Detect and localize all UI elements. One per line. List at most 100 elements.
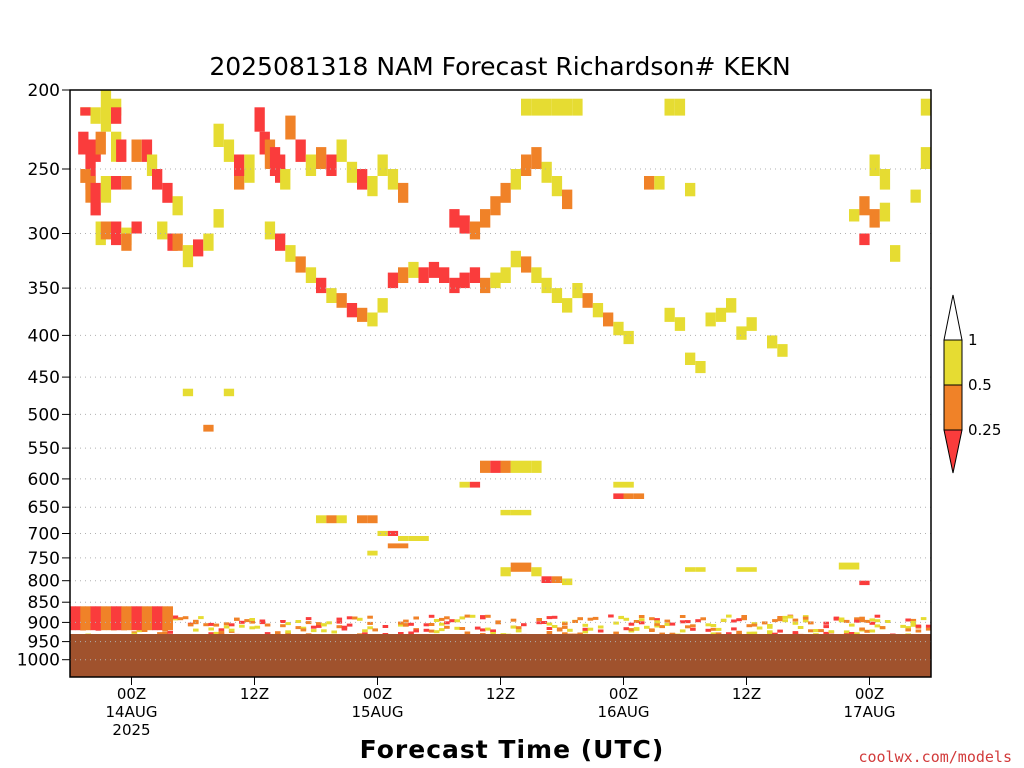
plot-area [70,90,932,677]
ri-cell [664,622,671,626]
ri-cell [116,606,122,631]
ri-cell [428,629,435,633]
ri-cell [515,626,522,630]
ri-cell [218,628,225,632]
ri-cell [362,632,368,636]
legend-label: 0.25 [968,421,1001,439]
y-tick-label: 900 [28,613,60,633]
ri-cell [685,625,691,629]
ri-cell [905,628,911,632]
ri-cell [500,460,511,473]
ri-cell [167,630,173,634]
ri-cell [541,621,548,624]
ri-cell [111,176,122,190]
ri-cell [767,335,778,349]
ri-cell [531,460,542,473]
x-tick-label: 00Z [609,685,638,703]
ri-cell [444,616,450,620]
ri-cell [336,139,347,162]
ri-cell [203,233,214,251]
ri-cell [546,627,553,630]
ri-cell [741,616,747,620]
ri-cell [777,344,788,357]
ri-cell [510,625,517,629]
ri-cell [408,631,414,635]
ri-cell [239,624,245,628]
ri-cell [295,256,306,273]
x-tick-label: 16AUG [598,703,650,721]
ri-cell [387,272,399,289]
ri-cell [551,98,563,116]
ri-cell [85,139,96,190]
ri-cell [495,621,501,625]
ri-cell [70,606,76,631]
ri-cell [439,267,450,283]
ri-cell [597,625,604,629]
ri-cell [357,307,368,322]
ri-cell [644,625,650,629]
x-tick-label: 14AUG [106,703,158,721]
ri-cell [403,623,409,627]
ri-cell [710,632,717,636]
ri-cell [367,621,373,625]
ri-cell [367,550,378,556]
ri-cell [193,239,204,257]
ri-cell [223,622,230,626]
ri-cell [459,215,470,234]
ri-cell [423,623,430,627]
ri-cell [556,628,563,632]
ri-cell [346,303,358,318]
ri-cell [849,632,855,635]
ri-cell [638,615,645,618]
ri-cell [623,627,630,631]
ri-cell [859,580,870,586]
ri-cell [469,267,481,283]
ri-cell [157,221,168,240]
ri-cell [459,627,466,630]
ri-cell [326,288,337,303]
ri-cell [387,543,399,549]
ri-cell [203,424,214,432]
ri-cell [685,352,696,365]
ri-cell [121,176,132,190]
ri-cell [562,632,568,636]
ri-cell [336,293,347,308]
ri-cell [864,619,870,623]
ri-cell [761,621,768,625]
ri-cell [679,615,686,618]
ri-cell [464,631,471,635]
ri-cell [633,620,640,623]
ri-cell [613,481,624,488]
x-tick-label: 17AUG [844,703,896,721]
ri-cell [131,139,142,162]
ri-cell [259,131,270,155]
ri-cell [234,169,245,190]
plot-frame [69,89,932,678]
ri-cell [659,625,665,629]
ri-cell [654,618,660,622]
legend-label: 0.5 [968,376,992,394]
ri-cell [346,623,353,627]
ri-cell [869,618,876,622]
ri-cell [254,107,265,132]
ri-cell [244,154,255,183]
ri-cell [859,233,870,246]
x-tick-label: 12Z [732,685,761,703]
ri-cell [239,620,245,624]
ri-cell [531,267,542,283]
ri-cell [80,107,91,116]
ri-cell [305,617,312,621]
ri-cell [187,623,194,627]
ri-cell [193,619,199,623]
ri-cell [439,622,445,626]
ri-cell [95,606,102,631]
ri-cell [336,625,343,629]
ri-cell [439,617,445,621]
ri-cell [264,221,276,240]
ri-cell [341,625,348,629]
ri-cell [551,625,558,628]
ri-cell [305,267,317,283]
ri-cell [746,624,753,628]
ri-cell [751,623,758,627]
y-tick-label: 550 [28,439,60,459]
